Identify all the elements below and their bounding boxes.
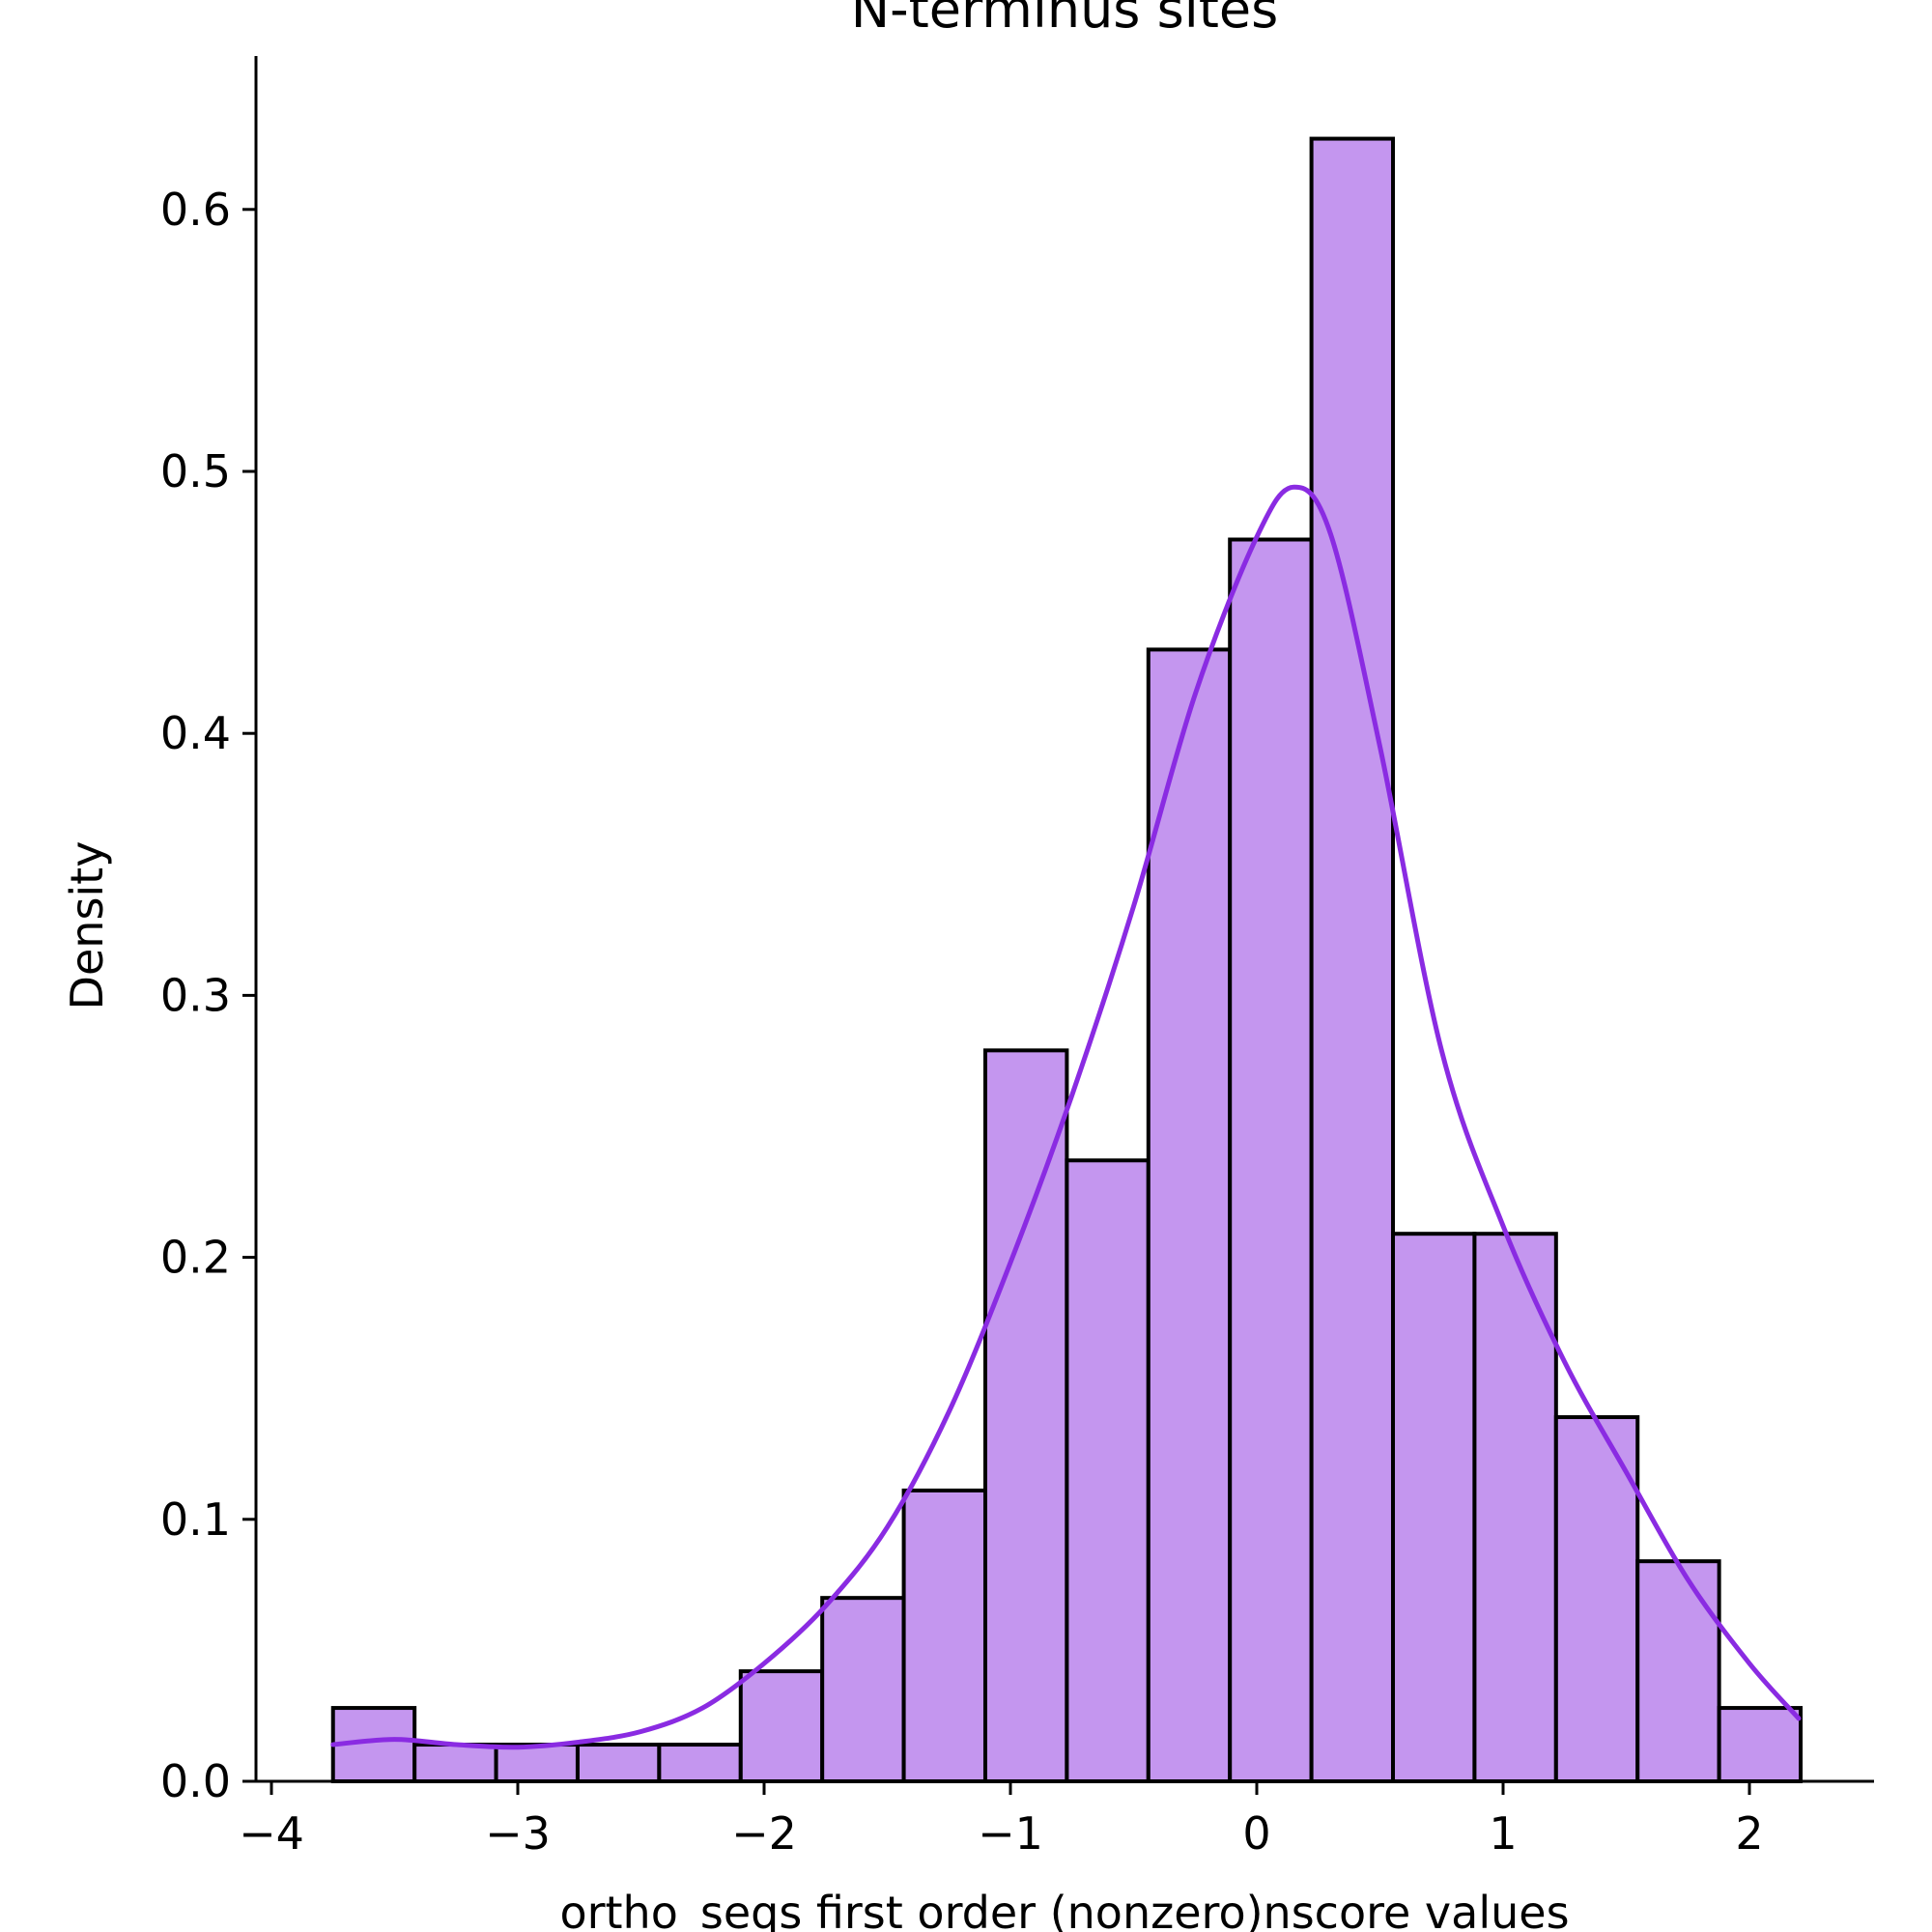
- y-axis-ticks: 0.0 0.1 0.2 0.3 0.4 0.5 0.6: [160, 184, 256, 1807]
- x-tick-label: 2: [1735, 1807, 1763, 1860]
- x-tick-label: 0: [1242, 1807, 1270, 1860]
- x-tick-label: 1: [1489, 1807, 1517, 1860]
- histogram-bar: [1717, 1706, 1804, 1783]
- kde-curve: [330, 484, 1802, 1750]
- y-tick-label: 0.4: [160, 707, 231, 759]
- y-axis-title: Density: [61, 841, 113, 1010]
- histogram-bar: [657, 1743, 743, 1783]
- histogram-bar: [494, 1743, 580, 1783]
- histogram-bar: [1391, 1232, 1477, 1783]
- histogram-bar: [1065, 1158, 1151, 1783]
- x-tick-label: −1: [978, 1807, 1043, 1860]
- x-tick-label: −4: [239, 1807, 304, 1860]
- histogram-bar: [1228, 537, 1314, 1784]
- y-tick-label: 0.6: [160, 184, 231, 236]
- histogram-bar: [901, 1488, 987, 1784]
- histogram-bar: [1309, 136, 1396, 1783]
- y-tick-label: 0.2: [160, 1232, 231, 1284]
- histogram-bar: [1146, 647, 1233, 1783]
- y-tick-label: 0.1: [160, 1493, 231, 1546]
- histogram-bar: [575, 1743, 662, 1783]
- chart-title: N-terminus sites: [851, 0, 1279, 40]
- histogram-bar: [1635, 1559, 1721, 1784]
- x-tick-label: −2: [731, 1807, 797, 1860]
- x-axis-title: ortho_seqs first order (nonzero)nscore v…: [559, 1887, 1569, 1932]
- histogram-bar: [982, 1048, 1069, 1784]
- x-tick-label: −3: [485, 1807, 551, 1860]
- histogram-bar: [738, 1669, 825, 1783]
- y-tick-label: 0.5: [160, 445, 231, 497]
- histogram-bar: [412, 1743, 498, 1783]
- y-tick-label: 0.0: [160, 1755, 231, 1807]
- histogram-bar: [820, 1596, 906, 1784]
- y-tick-label: 0.3: [160, 969, 231, 1021]
- histogram-bars: [330, 136, 1804, 1784]
- x-axis-ticks: −4 −3 −2 −1 0 1 2: [239, 1781, 1764, 1860]
